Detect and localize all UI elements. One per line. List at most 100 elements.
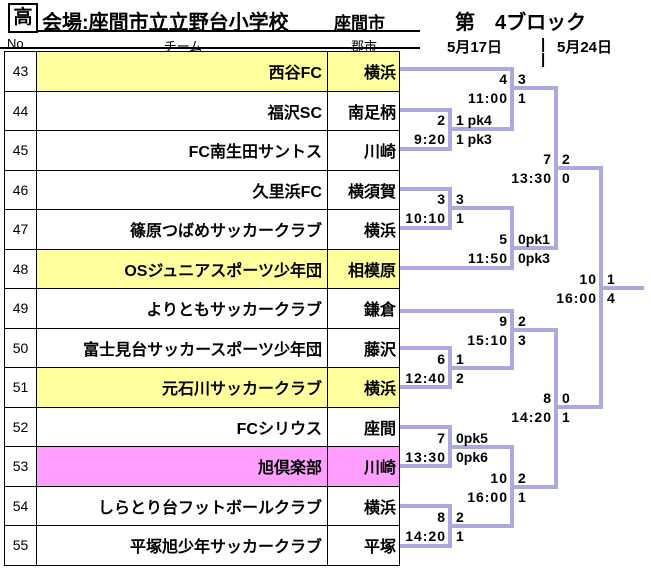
team-city: 横浜 [363, 223, 396, 241]
date-right: 5月24日 [557, 39, 613, 56]
table-row: 55 平塚旭少年サッカークラブ 平塚 [5, 526, 399, 566]
match-2-number: 2 [437, 112, 446, 128]
team-name: 平塚旭少年サッカークラブ [37, 526, 328, 565]
match-5-score-top: 0pk1 [518, 231, 550, 247]
category-badge: 高 [8, 3, 38, 33]
bracket-line-r50 [400, 346, 452, 350]
bracket-line-r44 [400, 108, 452, 112]
match-2-score-bottom: 1 pk3 [456, 131, 492, 147]
column-header-team: チーム [36, 36, 330, 55]
row-number: 53 [5, 447, 37, 486]
table-row: 51 元石川サッカークラブ 横浜 [5, 368, 399, 408]
team-name: FCシリウス [37, 407, 328, 446]
team-name: 久里浜FC [37, 170, 328, 209]
table-row: 54 しらとり台フットボールクラブ 横浜 [5, 486, 399, 526]
bracket-out-m8sf [554, 405, 603, 409]
match-5-number: 5 [499, 231, 508, 247]
bracket-out-m2 [448, 127, 514, 131]
team-name: 篠原つばめサッカークラブ [37, 210, 328, 249]
match-6-score-top: 1 [456, 351, 464, 367]
bracket-out-m10r2 [510, 485, 558, 489]
match-9-number: 9 [499, 313, 508, 329]
match-8r1-time: 14:20 [405, 528, 446, 544]
venue-city: 座間市 [334, 14, 385, 33]
bracket-line-r51 [400, 385, 452, 389]
match-4-score-top: 3 [518, 71, 526, 87]
match-8sf-number: 8 [543, 390, 552, 406]
bracket-out-m3 [448, 206, 514, 210]
match-3-time: 10:10 [405, 210, 446, 226]
row-number: 51 [5, 368, 37, 407]
table-row: 50 富士見台サッカースポーツ少年団 藤沢 [5, 328, 399, 368]
match-7sf-score-top: 2 [562, 151, 570, 167]
row-number: 52 [5, 407, 37, 446]
match-7r1-score-top: 0pk5 [456, 430, 488, 446]
team-name: FC南生田サントス [37, 131, 328, 170]
match-7r1-number: 7 [437, 430, 446, 446]
row-number: 54 [5, 486, 37, 525]
match-8sf-score-top: 0 [562, 390, 570, 406]
table-row: 45 FC南生田サントス 川崎 [5, 131, 399, 171]
match-8r1-number: 8 [437, 509, 446, 525]
match-3-score-top: 3 [456, 191, 464, 207]
match-5-time: 11:50 [467, 250, 508, 266]
table-row: 48 OSジュニアスポーツ少年団 相模原 [5, 249, 399, 289]
match-3-score-bottom: 1 [456, 210, 464, 226]
match-10r2-time: 16:00 [467, 489, 508, 505]
venue-title: 会場:座間市立立野台小学校 [42, 12, 289, 34]
column-header-city: 郡市 [330, 36, 398, 55]
match-6-time: 12:40 [405, 370, 446, 386]
match-9-score-bottom: 3 [518, 332, 526, 348]
match-8r1-score-bottom: 1 [456, 528, 464, 544]
match-7r1-score-bottom: 0pk6 [456, 449, 488, 465]
bracket-line-r43 [400, 67, 514, 71]
match-10r2-number: 10 [490, 470, 508, 486]
bracket-out-final [599, 286, 644, 290]
table-row: 46 久里浜FC 横須賀 [5, 170, 399, 210]
team-name: 西谷FC [37, 52, 328, 91]
match-6-score-bottom: 2 [456, 370, 464, 386]
bracket-line-r48 [400, 266, 514, 270]
match-2-score-top: 1 pk4 [456, 112, 492, 128]
title-underline [38, 30, 420, 32]
row-number: 55 [5, 526, 37, 565]
team-city: 平塚 [363, 539, 396, 557]
team-city: 南足柄 [347, 104, 396, 122]
bracket-line-r45 [400, 147, 452, 151]
team-name: よりともサッカークラブ [37, 289, 328, 328]
match-9-score-top: 2 [518, 313, 526, 329]
match-10final-number: 10 [579, 271, 597, 287]
date-separator: | [541, 36, 546, 53]
date-left: 5月17日 [447, 39, 503, 56]
team-name: 富士見台サッカースポーツ少年団 [37, 328, 328, 367]
team-city: 横浜 [363, 499, 396, 517]
match-7sf-score-bottom: 0 [562, 170, 570, 186]
team-city: 横浜 [328, 52, 399, 91]
block-title: 第 4ブロック [455, 12, 587, 34]
team-city: 相模原 [328, 249, 399, 288]
row-number: 48 [5, 249, 37, 288]
team-name: OSジュニアスポーツ少年団 [37, 249, 328, 288]
bracket-line-r52 [400, 425, 452, 429]
bracket-line-r46 [400, 187, 452, 191]
bracket-out-m6 [448, 366, 514, 370]
bracket-out-m5 [510, 246, 558, 250]
row-number: 49 [5, 289, 37, 328]
match-8sf-time: 14:20 [511, 409, 552, 425]
team-city: 座間 [363, 420, 396, 438]
team-city: 川崎 [328, 447, 399, 486]
match-10final-time: 16:00 [556, 290, 597, 306]
match-8r1-score-top: 2 [456, 509, 464, 525]
match-9-time: 15:10 [467, 332, 508, 348]
match-7sf-number: 7 [543, 151, 552, 167]
table-row: 44 福沢SC 南足柄 [5, 91, 399, 131]
bracket-join-m5 [510, 206, 514, 270]
bracket-line-r54 [400, 504, 452, 508]
bracket-join-m4 [510, 67, 514, 131]
team-name: 福沢SC [37, 91, 328, 130]
team-city: 鎌倉 [363, 302, 396, 320]
table-row: 49 よりともサッカークラブ 鎌倉 [5, 289, 399, 329]
bracket-line-r55 [400, 544, 452, 548]
team-city: 横須賀 [347, 183, 396, 201]
